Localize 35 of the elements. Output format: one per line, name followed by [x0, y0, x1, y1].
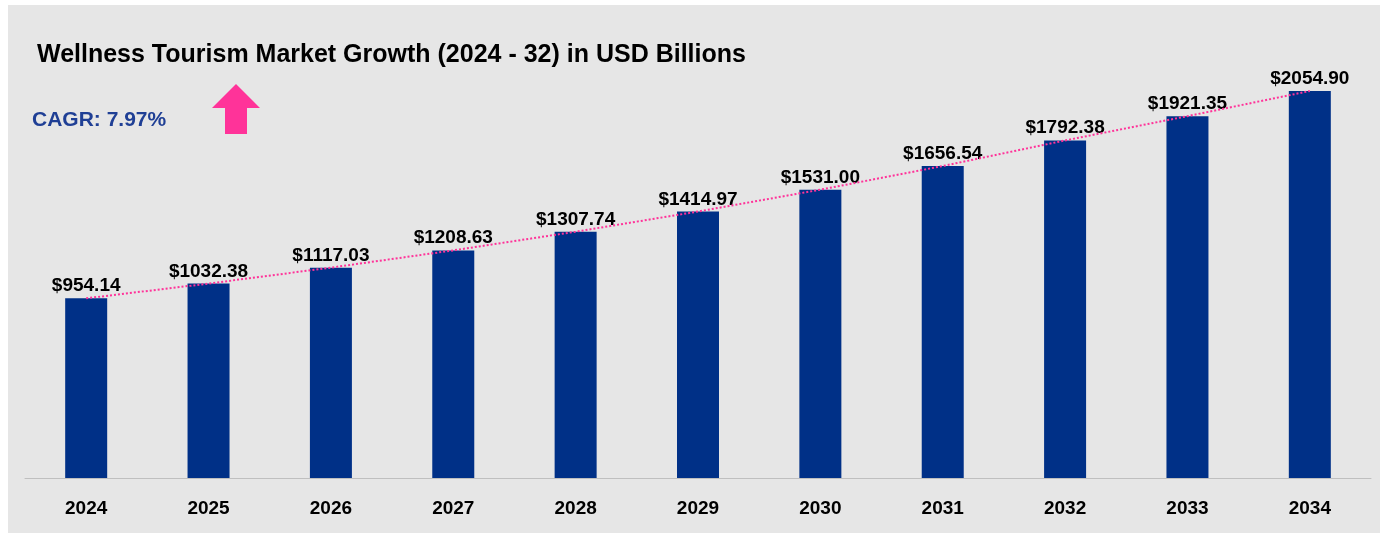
x-tick-label: 2029	[676, 497, 720, 518]
x-tick-label: 2031	[921, 497, 965, 518]
x-tick-label: 2026	[309, 497, 353, 518]
x-tick-label: 2028	[554, 497, 597, 518]
x-tick-label: 2025	[187, 497, 231, 518]
data-label: $1656.54	[903, 142, 983, 164]
bar	[1166, 116, 1209, 478]
data-label: $1117.03	[292, 243, 370, 265]
data-label: $954.14	[51, 274, 121, 296]
x-tick-label: 2034	[1288, 497, 1332, 518]
annotation: CAGR: 7.97%	[32, 107, 167, 130]
x-tick-label: 2030	[799, 497, 842, 518]
bar	[799, 189, 842, 478]
bar	[1288, 91, 1331, 478]
bar	[65, 298, 108, 478]
data-label: $2054.90	[1270, 67, 1350, 88]
bar	[1044, 140, 1087, 478]
data-label: $1032.38	[168, 259, 249, 281]
bar	[677, 211, 719, 478]
data-label: $1531.00	[780, 165, 860, 187]
x-tick-label: 2033	[1166, 497, 1209, 518]
bar	[554, 231, 597, 478]
data-label: $1414.97	[658, 187, 738, 209]
x-tick-label: 2027	[432, 497, 475, 518]
data-label: $1208.63	[413, 226, 493, 248]
bar	[432, 250, 475, 478]
data-label: $1921.35	[1147, 92, 1228, 114]
bar	[187, 283, 230, 478]
data-label: $1792.38	[1025, 116, 1105, 138]
bar	[309, 267, 352, 478]
data-label: $1307.74	[536, 207, 616, 229]
x-tick-label: 2024	[65, 497, 108, 518]
bar	[921, 166, 964, 478]
chart-title: Wellness Tourism Market Growth (2024 - 32) in USD Billions	[37, 38, 746, 67]
x-tick-label: 2032	[1043, 497, 1087, 518]
